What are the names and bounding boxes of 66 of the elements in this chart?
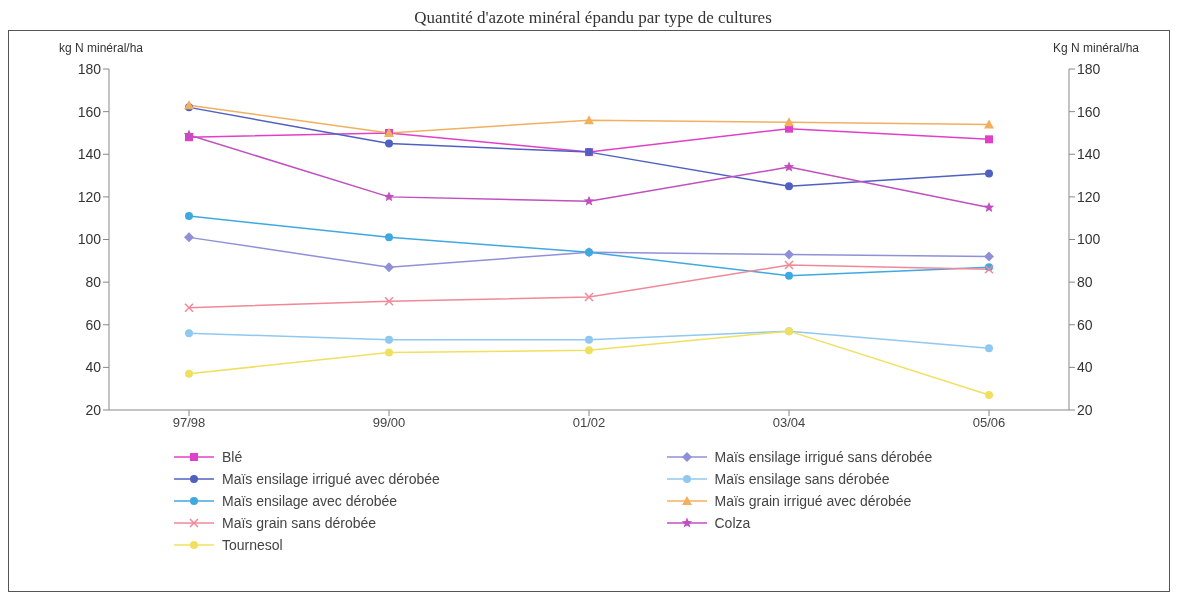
legend-label: Blé — [222, 449, 243, 465]
y-tick-label: 60 — [85, 316, 102, 333]
point — [785, 271, 793, 280]
x-tick-label: 05/06 — [972, 415, 1006, 431]
legend-label: Maïs ensilage irrigué avec dérobée — [222, 471, 440, 487]
point — [185, 329, 193, 338]
y-tick-label: 20 — [85, 401, 102, 418]
x-tick-label: 97/98 — [172, 415, 206, 431]
point — [984, 251, 994, 262]
point — [785, 182, 793, 191]
point — [384, 262, 394, 273]
x-tick-label: 01/02 — [572, 415, 606, 431]
point — [385, 335, 393, 344]
point — [985, 169, 993, 178]
legend-label: Tournesol — [222, 537, 283, 553]
point — [784, 260, 794, 270]
point — [385, 233, 393, 242]
y2-tick-label: 60 — [1077, 316, 1093, 333]
legend-label: Colza — [714, 515, 751, 531]
y-tick-label: 140 — [77, 146, 102, 163]
point — [783, 161, 795, 172]
y2-tick-label: 100 — [1077, 231, 1101, 248]
point — [385, 348, 393, 357]
legend-label: Maïs ensilage avec dérobée — [222, 493, 398, 509]
point — [985, 344, 993, 353]
point — [184, 232, 194, 243]
y-tick-label: 40 — [85, 359, 102, 376]
y2-axis-title: Kg N minéral/ha — [1052, 41, 1139, 55]
legend-label: Maïs ensilage irrigué sans dérobée — [714, 449, 933, 465]
point — [985, 391, 993, 400]
y2-tick-label: 160 — [1077, 103, 1101, 120]
y2-tick-label: 80 — [1077, 274, 1093, 291]
point — [585, 335, 593, 344]
point — [384, 296, 394, 307]
y-tick-label: 160 — [77, 103, 102, 120]
point — [784, 117, 794, 127]
point — [383, 191, 395, 202]
point — [784, 249, 794, 260]
y2-tick-label: 120 — [1077, 188, 1101, 205]
point — [983, 202, 995, 212]
chart-title: Quantité d'azote minéral épandu par type de cultures — [413, 8, 773, 29]
point — [185, 369, 193, 378]
point — [585, 346, 593, 355]
y2-tick-label: 40 — [1077, 359, 1093, 376]
point — [584, 292, 594, 302]
y-axis-title: kg N minéral/ha — [59, 41, 144, 55]
y2-tick-label: 140 — [1077, 146, 1101, 163]
y-tick-label: 100 — [77, 231, 102, 248]
point — [583, 195, 595, 206]
y2-tick-label: 20 — [1077, 401, 1093, 418]
point — [184, 302, 194, 313]
y2-tick-label: 180 — [1077, 60, 1101, 77]
y-tick-label: 120 — [77, 188, 102, 205]
x-tick-label: 99/00 — [372, 415, 406, 431]
y-tick-label: 80 — [85, 274, 102, 291]
point — [185, 212, 193, 221]
point — [984, 119, 994, 129]
legend-label: Maïs ensilage sans dérobée — [714, 471, 890, 487]
point — [385, 139, 393, 148]
point — [183, 129, 195, 140]
y-tick-label: 180 — [77, 60, 102, 77]
x-tick-label: 03/04 — [772, 415, 806, 431]
legend-label: Maïs grain irrigué avec dérobée — [714, 493, 912, 509]
legend-label: Maïs grain sans dérobée — [222, 515, 377, 531]
point — [985, 135, 993, 144]
point — [584, 115, 594, 125]
